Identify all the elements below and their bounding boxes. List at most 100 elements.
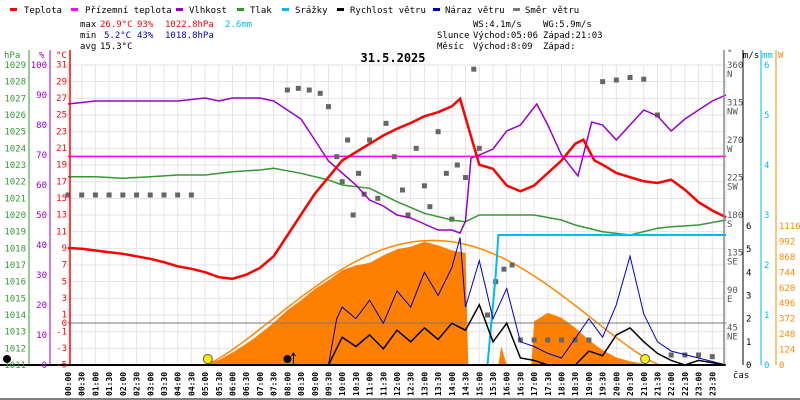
legend-label: Rychlost větru	[350, 6, 426, 16]
wind-direction-point	[106, 192, 112, 198]
humidity-tick-label: 60	[36, 181, 47, 191]
legend-swatch	[10, 8, 17, 11]
wind-direction-point	[449, 216, 455, 222]
time-tick-label: 20:30	[626, 372, 635, 396]
temperature-tick-label: 11	[56, 227, 67, 237]
stats-max-label: max	[80, 20, 97, 30]
time-tick-label: 04:00	[174, 372, 183, 396]
moonrise-arrow-icon	[291, 352, 296, 364]
temperature-tick-label: 1	[62, 311, 67, 321]
sunset-icon	[640, 354, 651, 364]
sun-moon-markers	[3, 352, 651, 364]
humidity-tick-label: 90	[36, 91, 47, 101]
time-tick-label: 18:00	[558, 372, 567, 396]
time-tick-label: 09:30	[324, 372, 333, 396]
wind-direction-point	[383, 120, 389, 126]
wind-direction-point	[399, 187, 405, 193]
solar-tick-label: 744	[779, 268, 795, 278]
temperature-tick-label: 9	[62, 244, 67, 254]
solar-tick-label: 868	[779, 253, 795, 263]
rain-tick-label: 5	[764, 111, 769, 121]
wind-direction-point	[654, 112, 660, 118]
stats-rain: 2.6mm	[225, 20, 252, 30]
time-tick-label: 16:00	[503, 372, 512, 396]
direction-tick-compass: NW	[727, 108, 738, 118]
stats-max-pressure: 1022.8hPa	[165, 20, 214, 30]
time-tick-label: 05:00	[201, 372, 210, 396]
temperature-tick-label: -3	[56, 344, 67, 354]
wind-direction-point	[375, 195, 381, 201]
moon-label: Měsíc	[437, 42, 464, 52]
humidity-tick-label: 100	[31, 61, 47, 71]
humidity-tick-label: 30	[36, 271, 47, 281]
time-tick-label: 09:00	[311, 372, 320, 396]
solar-layer	[204, 239, 658, 366]
time-tick-label: 03:00	[146, 372, 155, 396]
time-tick-label: 15:30	[489, 372, 498, 396]
direction-tick-label: 135	[727, 249, 743, 259]
humidity-tick-label: 20	[36, 301, 47, 311]
wind-direction-point	[405, 212, 411, 218]
stats: max 26.9°C 93% 1022.8hPa 2.6mm min 5.2°C…	[80, 20, 603, 52]
wind-direction-point	[350, 212, 356, 218]
time-tick-label: 21:30	[653, 372, 662, 396]
rain-tick-label: 0	[764, 361, 769, 371]
time-tick-label: 22:30	[681, 372, 690, 396]
pressure-tick-label: 1025	[4, 128, 26, 138]
pressure-tick-label: 1021	[4, 194, 26, 204]
wind-direction-point	[421, 183, 427, 189]
moon-icon	[3, 355, 11, 363]
wind-tick-label: 3	[746, 291, 751, 301]
legend-swatch	[282, 8, 289, 11]
temperature-tick-label: 0	[62, 319, 67, 329]
temperature-tick-label: 31	[56, 61, 67, 71]
time-tick-label: 01:30	[105, 372, 114, 396]
pressure-tick-label: 1019	[4, 228, 26, 238]
stats-min-temp: 5.2°C	[104, 31, 131, 41]
wind-direction-point	[284, 87, 290, 93]
legend-swatch	[337, 8, 344, 11]
wind-direction-point	[92, 192, 98, 198]
pressure-tick-label: 1022	[4, 178, 26, 188]
time-tick-label: 18:30	[571, 372, 580, 396]
direction-tick-compass: W	[727, 145, 733, 155]
temperature-tick-label: 7	[62, 261, 67, 271]
wind-tick-label: 1	[746, 338, 751, 348]
wind-direction-point	[367, 137, 373, 143]
wind-direction-point	[509, 262, 515, 268]
wind-direction-point	[545, 337, 551, 343]
time-tick-label: 10:00	[338, 372, 347, 396]
wind-direction-point	[627, 75, 633, 80]
wind-direction-point	[79, 192, 85, 198]
stats-min-humidity: 43%	[137, 31, 154, 41]
time-tick-label: 11:30	[379, 372, 388, 396]
humidity-tick-label: 80	[36, 121, 47, 131]
wind-direction-point	[668, 352, 674, 358]
wind-direction-point	[120, 192, 126, 198]
solar-unit: W	[778, 51, 784, 61]
time-tick-label: 06:00	[229, 372, 238, 396]
stats-avg-temp: 15.3°C	[100, 42, 133, 52]
legend-label: Vlhkost	[189, 6, 227, 16]
stats-max-humidity: 93%	[137, 20, 154, 30]
direction-unit: °	[727, 49, 732, 59]
wind-direction-point	[134, 192, 140, 198]
time-tick-label: 06:30	[242, 372, 251, 396]
pressure-unit: hPa	[4, 51, 20, 61]
time-tick-label: 13:30	[434, 372, 443, 396]
temperature-tick-label: 25	[56, 111, 67, 121]
wind-direction-point	[413, 145, 419, 151]
rain-tick-label: 4	[764, 161, 769, 171]
time-tick-label: 12:00	[393, 372, 402, 396]
humidity-unit: %	[39, 51, 45, 61]
humidity-tick-label: 70	[36, 151, 47, 161]
time-tick-label: 10:30	[352, 372, 361, 396]
solar-tick-label: 0	[779, 361, 784, 371]
pressure-line	[68, 167, 727, 236]
wind-direction-point	[484, 312, 490, 318]
temperature-tick-label: 29	[56, 77, 67, 87]
time-tick-label: 19:00	[585, 372, 594, 396]
legend-swatch	[71, 8, 78, 11]
direction-tick-compass: SE	[727, 258, 738, 268]
wind-direction-point	[334, 154, 340, 160]
